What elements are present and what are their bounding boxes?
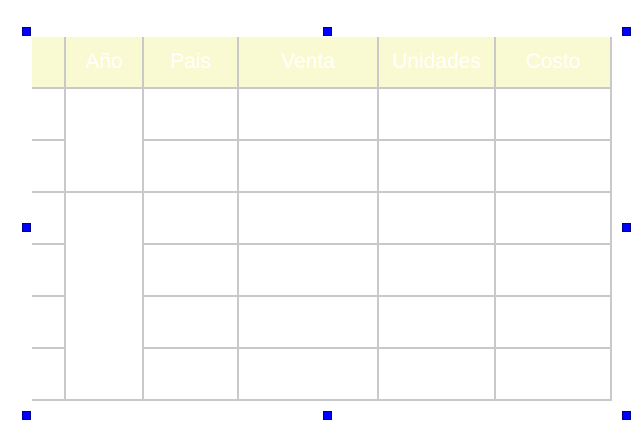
selection-handle-icon[interactable] [22, 411, 31, 420]
table-cell[interactable] [237, 87, 379, 141]
table-cell[interactable] [237, 347, 379, 401]
table-cell[interactable] [377, 243, 496, 297]
table-cell[interactable] [32, 191, 66, 245]
column-header-units[interactable]: Unidades [377, 37, 496, 89]
table-cell[interactable] [237, 243, 379, 297]
table-row [32, 295, 612, 349]
table-cell[interactable] [494, 243, 612, 297]
table-cell[interactable] [32, 295, 66, 349]
table-cell[interactable] [494, 87, 612, 141]
table-cell[interactable] [32, 347, 66, 401]
column-header-country[interactable]: Pais [142, 37, 239, 89]
table-cell[interactable] [494, 347, 612, 401]
table-cell[interactable] [32, 87, 66, 141]
table-row [32, 243, 612, 297]
table-cell[interactable] [237, 191, 379, 245]
table-cell[interactable] [377, 191, 496, 245]
table-cell[interactable] [142, 347, 239, 401]
column-header-blank[interactable] [32, 37, 66, 89]
table-cell[interactable] [377, 347, 496, 401]
table-cell[interactable] [377, 87, 496, 141]
table-cell[interactable] [142, 87, 239, 141]
table-cell[interactable] [494, 139, 612, 193]
table-cell[interactable] [377, 295, 496, 349]
table-row [32, 87, 612, 193]
header-row: Año Pais Venta Unidades Costo [32, 37, 612, 89]
selection-handle-icon[interactable] [323, 27, 332, 36]
table-cell[interactable] [377, 139, 496, 193]
table-cell[interactable] [237, 139, 379, 193]
selection-handle-icon[interactable] [22, 223, 31, 232]
selection-handle-icon[interactable] [622, 27, 631, 36]
table-cell[interactable] [142, 243, 239, 297]
merged-year-cell[interactable] [64, 191, 144, 401]
table-cell[interactable] [142, 191, 239, 245]
selection-handle-icon[interactable] [622, 411, 631, 420]
table-cell[interactable] [142, 295, 239, 349]
column-header-year[interactable]: Año [64, 37, 144, 89]
merged-year-cell[interactable] [64, 87, 144, 193]
table-row [32, 139, 612, 193]
table-cell[interactable] [142, 139, 239, 193]
table-cell[interactable] [32, 243, 66, 297]
table-cell[interactable] [494, 295, 612, 349]
selection-handle-icon[interactable] [22, 27, 31, 36]
selection-handle-icon[interactable] [622, 223, 631, 232]
table-row [32, 191, 612, 401]
table-row [32, 347, 612, 401]
table-cell[interactable] [237, 295, 379, 349]
pivot-table[interactable]: Año Pais Venta Unidades Costo [32, 37, 612, 401]
column-header-sales[interactable]: Venta [237, 37, 379, 89]
selection-handle-icon[interactable] [323, 411, 332, 420]
table-cell[interactable] [32, 139, 66, 193]
column-header-cost[interactable]: Costo [494, 37, 612, 89]
table-cell[interactable] [494, 191, 612, 245]
